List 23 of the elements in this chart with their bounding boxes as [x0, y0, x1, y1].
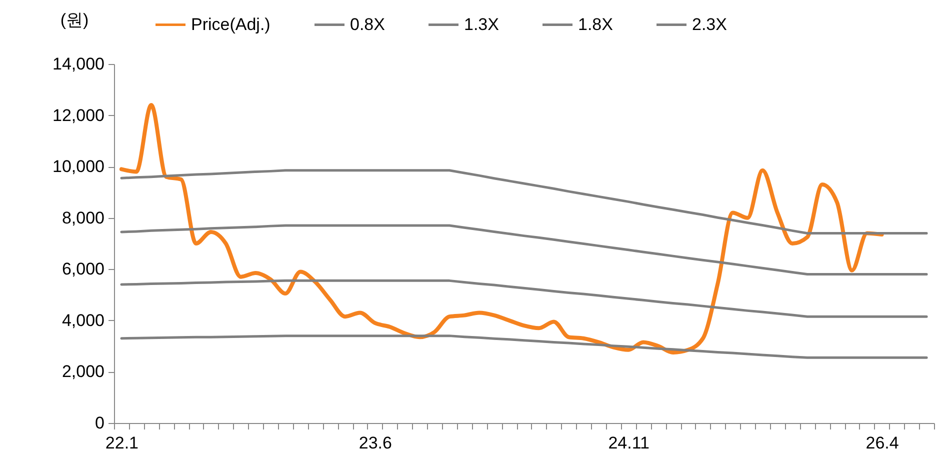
y-tick-label: 8,000 — [62, 208, 104, 228]
y-tick-label: 12,000 — [52, 106, 104, 125]
x-tick-label: 26.4 — [866, 434, 899, 452]
line-series — [120, 279, 928, 318]
y-tick-label: 10,000 — [52, 157, 104, 176]
legend-label: 0.8X — [350, 14, 385, 34]
line-series — [120, 169, 928, 234]
legend-label: 2.3X — [692, 14, 727, 34]
x-tick-label: 22.1 — [105, 434, 138, 452]
line-series — [119, 103, 884, 354]
y-tick-label: 2,000 — [62, 362, 104, 382]
line-series — [120, 334, 928, 359]
legend-label: 1.8X — [578, 14, 613, 34]
y-tick-label: 4,000 — [62, 310, 104, 330]
y-tick-label: 14,000 — [52, 54, 104, 74]
y-tick-label: 6,000 — [62, 260, 104, 279]
legend-label: Price(Adj.) — [191, 14, 270, 34]
x-tick-label: 24.11 — [608, 434, 650, 452]
legend-label: 1.3X — [464, 14, 499, 34]
y-axis-title: (원) — [60, 10, 89, 30]
x-tick-label: 23.6 — [358, 434, 392, 452]
line-series — [120, 224, 928, 276]
y-tick-label: 0 — [95, 414, 104, 432]
